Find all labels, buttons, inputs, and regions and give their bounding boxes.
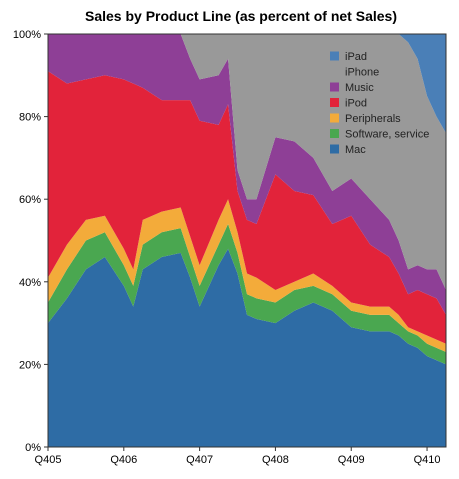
legend-label-ipod: iPod — [345, 98, 367, 110]
y-tick-label: 100% — [13, 29, 41, 41]
legend-swatch-software-service — [330, 129, 339, 138]
area-ipod — [48, 71, 446, 344]
x-tick-label: Q406 — [110, 454, 137, 466]
legend: iPad iPhone Music iPod Peripherals Software, … — [330, 51, 429, 156]
x-tick-label: Q410 — [414, 454, 441, 466]
area-mac — [48, 248, 446, 447]
legend-label-ipad: iPad — [345, 51, 367, 63]
legend-swatch-mac — [330, 144, 339, 154]
y-tick-label: 0% — [25, 442, 41, 454]
area-peripherals — [48, 199, 446, 353]
y-tick-label: 80% — [19, 112, 41, 124]
y-tick-label: 20% — [19, 359, 41, 371]
legend-label-software-service: Software, service — [345, 129, 429, 141]
legend-label-music: Music — [345, 82, 374, 94]
x-tick-label: Q408 — [262, 454, 289, 466]
y-tick-label: 60% — [19, 194, 41, 206]
chart-title: Sales by Product Line (as percent of net… — [85, 8, 397, 24]
plot-area — [48, 34, 446, 447]
legend-label-mac: Mac — [345, 144, 366, 156]
legend-swatch-ipad — [330, 51, 339, 61]
legend-swatch-peripherals — [330, 113, 339, 123]
legend-label-iphone: iPhone — [345, 67, 379, 79]
x-axis: Q405 Q406 Q407 Q408 Q409 Q410 — [35, 447, 441, 466]
y-tick-label: 40% — [19, 277, 41, 289]
legend-swatch-iphone — [330, 67, 339, 76]
x-tick-label: Q409 — [338, 454, 365, 466]
x-tick-label: Q407 — [186, 454, 213, 466]
area-music — [48, 34, 446, 315]
y-axis: 0% 20% 40% 60% 80% 100% — [13, 29, 48, 454]
area-iphone — [48, 34, 446, 291]
legend-label-peripherals: Peripherals — [345, 113, 401, 125]
plot-frame — [47, 33, 447, 448]
legend-swatch-music — [330, 82, 339, 92]
x-tick-label: Q405 — [35, 454, 62, 466]
legend-swatch-ipod — [330, 98, 339, 107]
